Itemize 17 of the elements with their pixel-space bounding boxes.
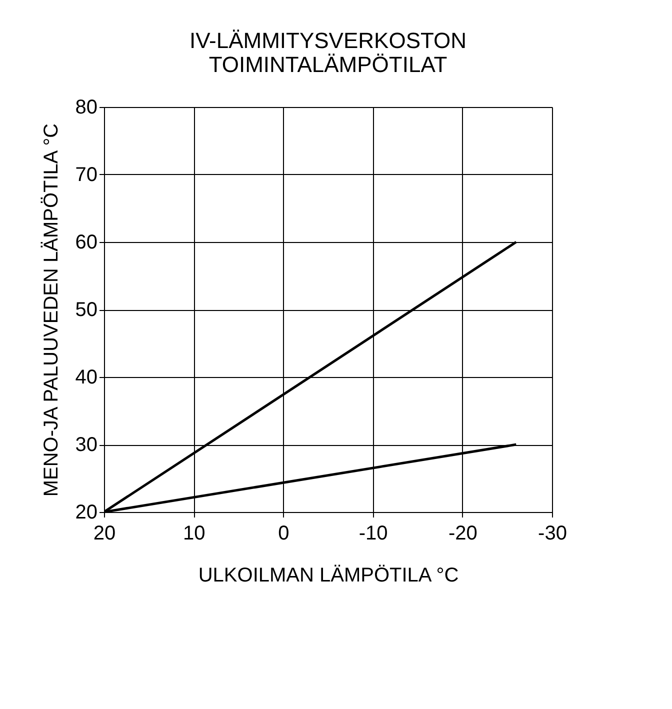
y-tick-label: 70	[75, 164, 98, 186]
x-tick-label: -10	[358, 522, 388, 544]
x-axis-title: ULKOILMAN LÄMPÖTILA °C	[198, 564, 459, 586]
x-tick-label: 20	[93, 522, 116, 544]
y-tick-label: 40	[75, 366, 98, 388]
y-tick-label: 50	[75, 299, 98, 321]
x-tick-label: 10	[182, 522, 206, 544]
y-tick-label: 60	[75, 232, 98, 254]
y-axis-title: MENO-JA PALUUVEDEN LÄMPÖTILA °C	[40, 123, 62, 497]
text: IV-LÄMMITYSVERKOSTON	[189, 28, 467, 53]
y-tick-label: 30	[75, 434, 98, 456]
x-tick-label: -20	[448, 522, 478, 544]
text: TOIMINTALÄMPÖTILAT	[208, 52, 448, 77]
x-tick-label: -30	[538, 522, 567, 544]
x-tick-label: 0	[278, 522, 290, 544]
y-tick-label: 80	[75, 96, 98, 118]
y-tick-label: 20	[75, 502, 98, 524]
